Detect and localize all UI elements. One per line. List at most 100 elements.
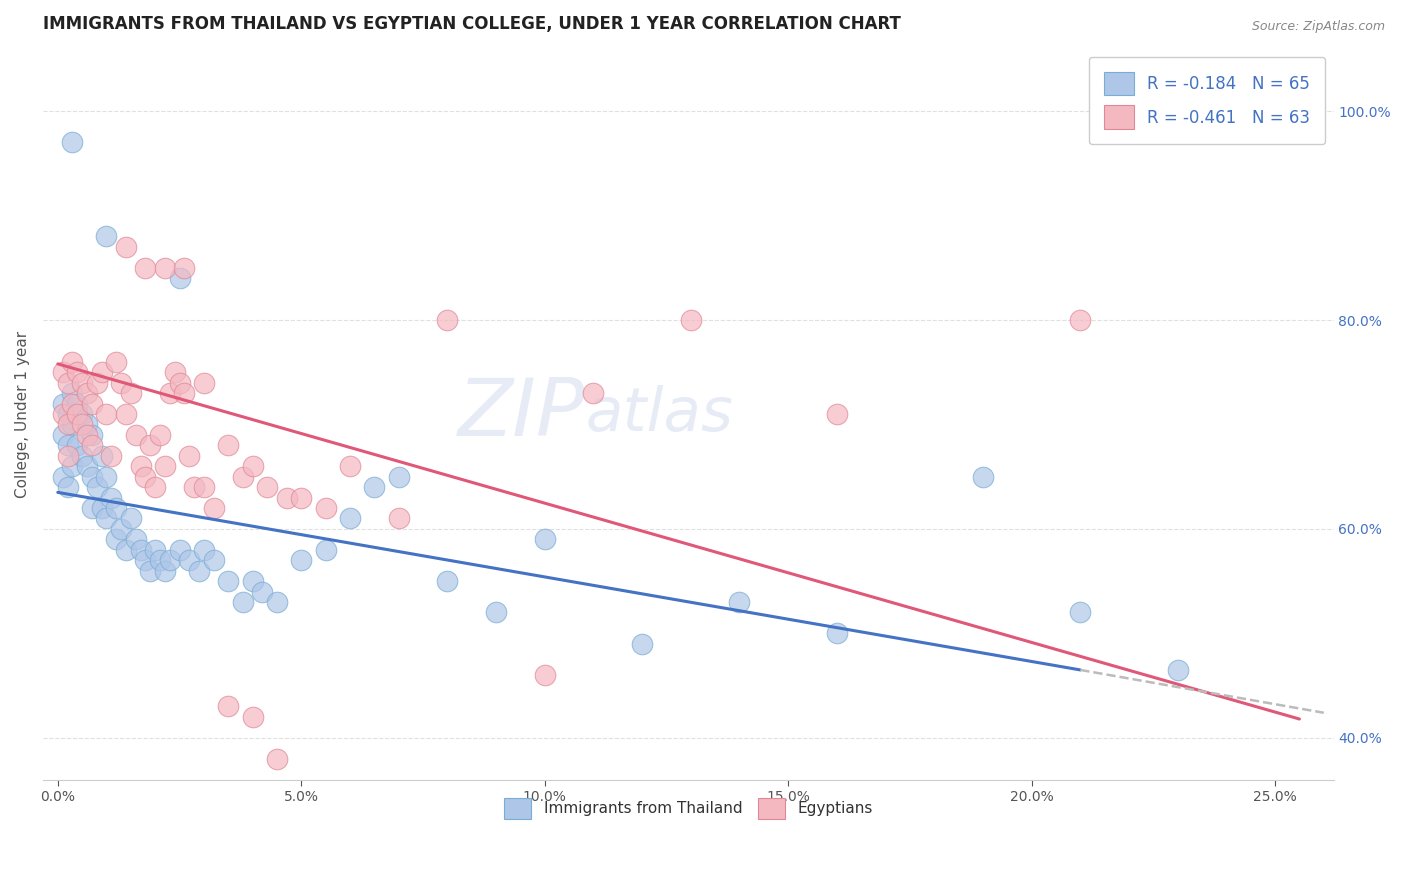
Point bbox=[169, 542, 191, 557]
Point bbox=[582, 386, 605, 401]
Point bbox=[70, 417, 93, 432]
Point bbox=[56, 480, 79, 494]
Point bbox=[105, 355, 128, 369]
Point bbox=[217, 699, 239, 714]
Point bbox=[825, 407, 848, 421]
Point bbox=[129, 459, 152, 474]
Point bbox=[972, 469, 994, 483]
Point bbox=[134, 469, 156, 483]
Point bbox=[232, 595, 254, 609]
Point bbox=[62, 386, 84, 401]
Point bbox=[388, 511, 411, 525]
Point bbox=[80, 469, 103, 483]
Point bbox=[62, 136, 84, 150]
Point bbox=[339, 459, 361, 474]
Point bbox=[90, 501, 112, 516]
Point bbox=[290, 553, 312, 567]
Point bbox=[90, 365, 112, 379]
Point bbox=[159, 386, 181, 401]
Point bbox=[290, 804, 312, 818]
Point bbox=[159, 553, 181, 567]
Point bbox=[388, 469, 411, 483]
Point bbox=[125, 533, 148, 547]
Point bbox=[56, 376, 79, 390]
Point bbox=[149, 428, 172, 442]
Point bbox=[143, 542, 166, 557]
Point bbox=[217, 438, 239, 452]
Point bbox=[125, 428, 148, 442]
Point bbox=[242, 710, 264, 724]
Point bbox=[149, 553, 172, 567]
Point bbox=[825, 626, 848, 640]
Point bbox=[202, 501, 225, 516]
Point bbox=[96, 407, 118, 421]
Point bbox=[139, 438, 162, 452]
Point bbox=[266, 595, 288, 609]
Point bbox=[56, 438, 79, 452]
Point bbox=[70, 407, 93, 421]
Point bbox=[52, 428, 75, 442]
Point bbox=[66, 396, 89, 410]
Point bbox=[80, 501, 103, 516]
Point bbox=[52, 407, 75, 421]
Legend: Immigrants from Thailand, Egyptians: Immigrants from Thailand, Egyptians bbox=[496, 790, 880, 827]
Point bbox=[139, 564, 162, 578]
Point bbox=[290, 491, 312, 505]
Point bbox=[62, 417, 84, 432]
Point bbox=[153, 260, 176, 275]
Point bbox=[143, 480, 166, 494]
Point bbox=[62, 459, 84, 474]
Point bbox=[110, 522, 132, 536]
Point bbox=[436, 574, 458, 589]
Point bbox=[120, 511, 142, 525]
Point bbox=[86, 376, 108, 390]
Point bbox=[129, 542, 152, 557]
Point bbox=[134, 260, 156, 275]
Point bbox=[183, 480, 205, 494]
Point bbox=[52, 396, 75, 410]
Point bbox=[339, 511, 361, 525]
Point bbox=[217, 574, 239, 589]
Point bbox=[80, 438, 103, 452]
Point bbox=[52, 365, 75, 379]
Point bbox=[173, 260, 195, 275]
Point bbox=[62, 396, 84, 410]
Point bbox=[90, 449, 112, 463]
Point bbox=[179, 553, 201, 567]
Point bbox=[105, 533, 128, 547]
Point bbox=[202, 553, 225, 567]
Point bbox=[76, 459, 98, 474]
Point bbox=[115, 407, 138, 421]
Point bbox=[70, 376, 93, 390]
Point bbox=[86, 480, 108, 494]
Point bbox=[252, 584, 274, 599]
Point bbox=[1167, 663, 1189, 677]
Text: IMMIGRANTS FROM THAILAND VS EGYPTIAN COLLEGE, UNDER 1 YEAR CORRELATION CHART: IMMIGRANTS FROM THAILAND VS EGYPTIAN COL… bbox=[44, 15, 901, 33]
Point bbox=[153, 564, 176, 578]
Point bbox=[1167, 877, 1189, 891]
Point bbox=[315, 501, 337, 516]
Point bbox=[100, 491, 122, 505]
Point bbox=[115, 542, 138, 557]
Point bbox=[728, 595, 751, 609]
Point bbox=[76, 386, 98, 401]
Point bbox=[110, 376, 132, 390]
Point bbox=[193, 376, 215, 390]
Point bbox=[266, 752, 288, 766]
Point bbox=[62, 355, 84, 369]
Point bbox=[169, 271, 191, 285]
Y-axis label: College, Under 1 year: College, Under 1 year bbox=[15, 330, 30, 498]
Point bbox=[96, 229, 118, 244]
Point bbox=[66, 407, 89, 421]
Point bbox=[232, 469, 254, 483]
Point bbox=[134, 553, 156, 567]
Point bbox=[80, 428, 103, 442]
Point bbox=[436, 313, 458, 327]
Point bbox=[105, 501, 128, 516]
Point bbox=[76, 428, 98, 442]
Point bbox=[115, 240, 138, 254]
Point bbox=[533, 533, 555, 547]
Point bbox=[188, 564, 211, 578]
Point bbox=[163, 365, 186, 379]
Point bbox=[242, 574, 264, 589]
